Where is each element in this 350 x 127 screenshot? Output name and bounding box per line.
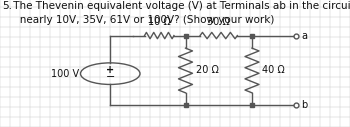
Text: 100 V: 100 V <box>51 69 79 79</box>
Text: b: b <box>301 100 307 110</box>
Text: The Thevenin equivalent voltage (V) at Terminals ab in the circuit shown below i: The Thevenin equivalent voltage (V) at T… <box>10 1 350 25</box>
Text: 20 Ω: 20 Ω <box>196 66 219 75</box>
Text: 30 Ω: 30 Ω <box>207 17 230 27</box>
Text: 5.: 5. <box>2 1 12 11</box>
Text: +: + <box>106 66 114 75</box>
Text: a: a <box>301 31 307 41</box>
Text: −: − <box>106 72 115 82</box>
Text: 10 Ω: 10 Ω <box>148 17 171 27</box>
Text: 40 Ω: 40 Ω <box>262 66 285 75</box>
